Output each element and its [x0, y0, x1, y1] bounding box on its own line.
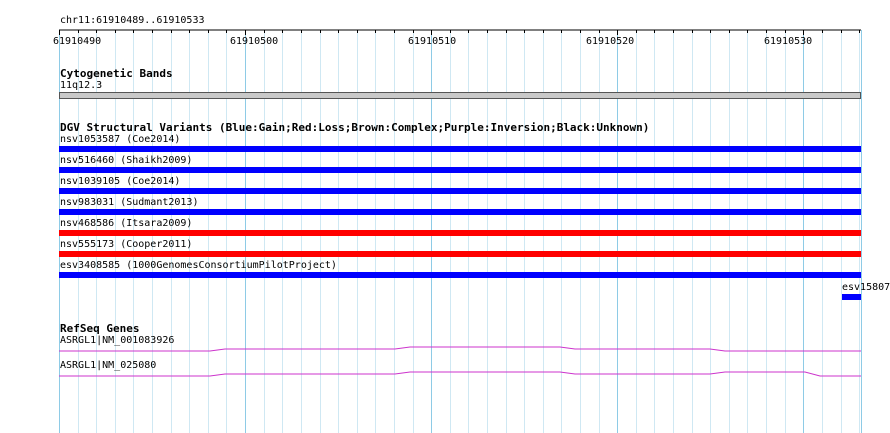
- variant-label-4[interactable]: nsv468586 (Itsara2009): [60, 218, 193, 229]
- variant-label-partial[interactable]: esv15807: [842, 282, 890, 293]
- variant-bar-0[interactable]: [59, 146, 861, 152]
- ruler-tick-label-1: 61910500: [230, 36, 279, 47]
- ruler-ticks: [59, 30, 860, 35]
- variant-bar-3[interactable]: [59, 209, 861, 215]
- gene-label-1[interactable]: ASRGL1|NM_025080: [60, 360, 157, 371]
- variant-label-2[interactable]: nsv1039105 (Coe2014): [60, 176, 181, 187]
- gene-model-1[interactable]: [59, 371, 861, 377]
- ruler-tick-label-4: 61910530: [764, 36, 813, 47]
- variant-bar-1[interactable]: [59, 167, 861, 173]
- variant-bar-4[interactable]: [59, 230, 861, 236]
- variant-label-6[interactable]: esv3408585 (1000GenomesConsortiumPilotPr…: [60, 260, 337, 271]
- ruler-tick-label-0: 61910490: [53, 36, 102, 47]
- variant-label-1[interactable]: nsv516460 (Shaikh2009): [60, 155, 193, 166]
- variant-label-5[interactable]: nsv555173 (Cooper2011): [60, 239, 193, 250]
- gene-label-0[interactable]: ASRGL1|NM_001083926: [60, 335, 175, 346]
- cytoband-ideogram[interactable]: [59, 92, 861, 99]
- variant-label-3[interactable]: nsv983031 (Sudmant2013): [60, 197, 199, 208]
- variant-bar-2[interactable]: [59, 188, 861, 194]
- dgv-track-title[interactable]: DGV Structural Variants (Blue:Gain;Red:L…: [60, 121, 650, 134]
- variant-bar-5[interactable]: [59, 251, 861, 257]
- cytobands-track-title[interactable]: Cytogenetic Bands: [60, 67, 173, 80]
- cytoband-label[interactable]: 11q12.3: [60, 80, 103, 91]
- variant-bar-partial[interactable]: [842, 294, 861, 300]
- refseq-track-title[interactable]: RefSeq Genes: [60, 322, 140, 335]
- ruler-tick-label-2: 61910510: [408, 36, 457, 47]
- gene-model-0[interactable]: [59, 346, 861, 352]
- variant-bar-6[interactable]: [59, 272, 861, 278]
- ruler-tick-label-3: 61910520: [586, 36, 635, 47]
- location-label: chr11:61910489..61910533: [60, 15, 205, 26]
- variant-label-0[interactable]: nsv1053587 (Coe2014): [60, 134, 181, 145]
